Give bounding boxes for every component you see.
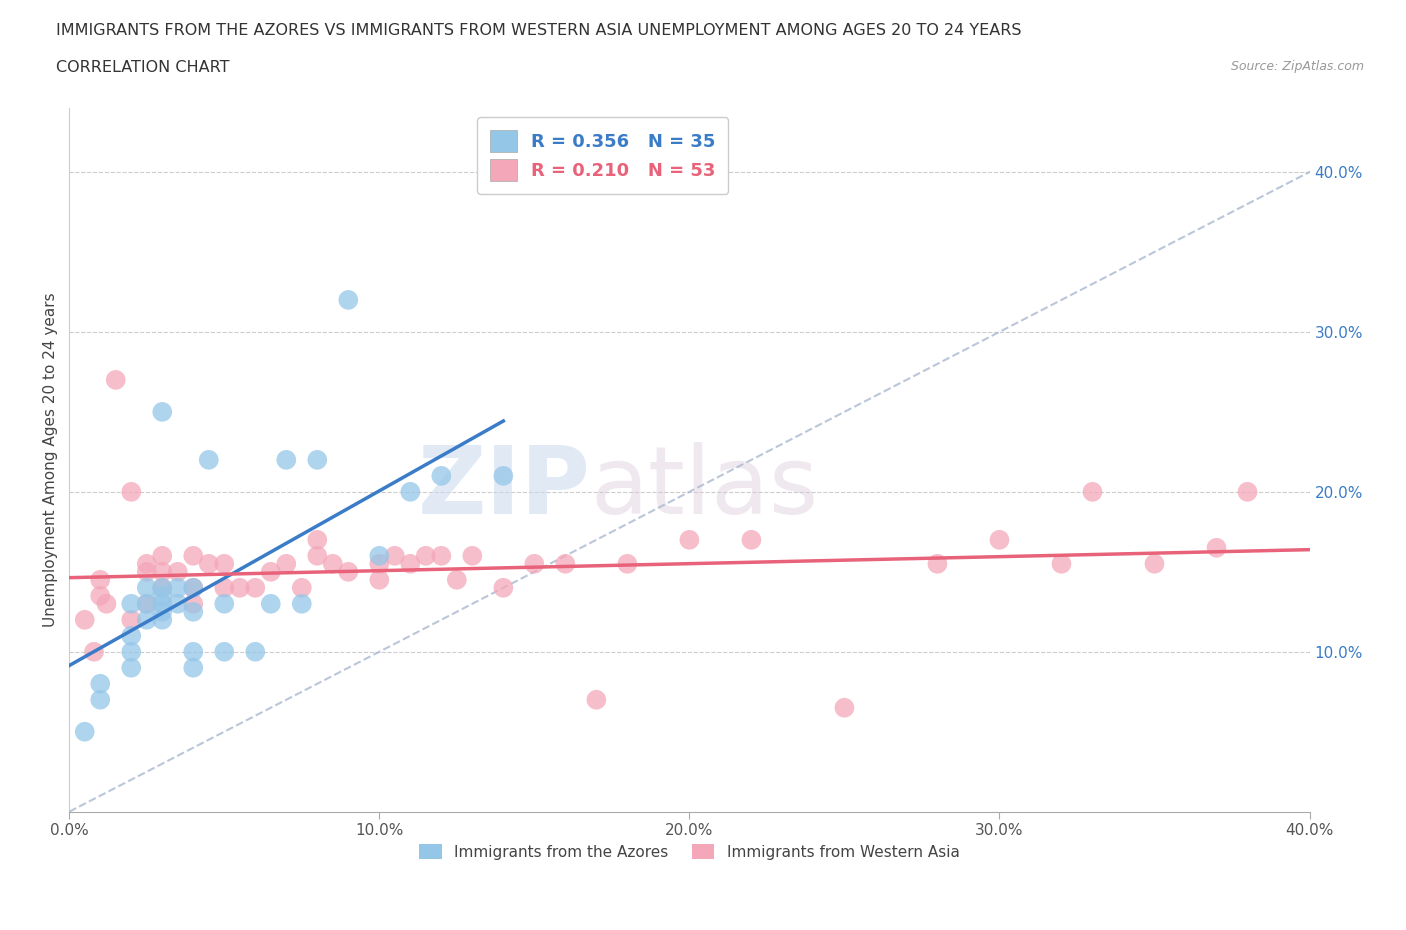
Point (150, 549, 173, 564)
Point (120, 596, 142, 611)
Point (83, 644, 105, 659)
Point (678, 532, 700, 547)
Point (73, 724, 96, 739)
Point (181, 549, 204, 564)
Point (276, 556, 298, 571)
Y-axis label: Unemployment Among Ages 20 to 24 years: Unemployment Among Ages 20 to 24 years (44, 293, 58, 627)
Point (197, 452, 219, 467)
Point (927, 556, 949, 571)
Point (89, 572, 111, 587)
Point (150, 604, 173, 619)
Point (229, 580, 252, 595)
Point (988, 532, 1011, 547)
Point (834, 700, 856, 715)
Point (291, 596, 314, 611)
Point (276, 452, 298, 467)
Point (523, 556, 546, 571)
Text: Source: ZipAtlas.com: Source: ZipAtlas.com (1230, 60, 1364, 73)
Point (337, 565, 360, 579)
Point (245, 644, 267, 659)
Point (120, 612, 142, 627)
Point (120, 629, 142, 644)
Point (214, 596, 236, 611)
Point (181, 580, 204, 595)
Point (166, 580, 188, 595)
Point (585, 692, 607, 707)
Point (135, 556, 157, 571)
Point (150, 589, 173, 604)
Point (1205, 540, 1227, 555)
Point (181, 644, 204, 659)
Point (430, 549, 453, 564)
Point (181, 660, 204, 675)
Point (260, 596, 283, 611)
Point (150, 612, 173, 627)
Point (135, 596, 157, 611)
Point (135, 596, 157, 611)
Point (368, 556, 391, 571)
Point (214, 644, 236, 659)
Point (150, 596, 173, 611)
Point (120, 644, 142, 659)
Point (120, 660, 142, 675)
Text: CORRELATION CHART: CORRELATION CHART (56, 60, 229, 75)
Point (73, 612, 96, 627)
Point (368, 549, 391, 564)
Point (135, 580, 157, 595)
Point (1081, 485, 1104, 499)
Point (214, 580, 236, 595)
Point (89, 692, 111, 707)
Point (368, 572, 391, 587)
Point (245, 580, 267, 595)
Point (96, 596, 118, 611)
Point (104, 372, 127, 387)
Point (291, 580, 314, 595)
Point (322, 556, 344, 571)
Point (399, 485, 422, 499)
Point (260, 565, 283, 579)
Point (214, 556, 236, 571)
Point (150, 565, 173, 579)
Point (740, 532, 762, 547)
Point (197, 556, 219, 571)
Point (554, 556, 576, 571)
Point (446, 572, 468, 587)
Point (89, 589, 111, 604)
Text: IMMIGRANTS FROM THE AZORES VS IMMIGRANTS FROM WESTERN ASIA UNEMPLOYMENT AMONG AG: IMMIGRANTS FROM THE AZORES VS IMMIGRANTS… (56, 23, 1022, 38)
Point (89, 676, 111, 691)
Point (135, 565, 157, 579)
Point (492, 580, 515, 595)
Point (166, 565, 188, 579)
Point (337, 292, 360, 307)
Text: ZIP: ZIP (418, 442, 591, 534)
Point (1050, 556, 1073, 571)
Point (384, 549, 406, 564)
Point (307, 452, 329, 467)
Point (616, 556, 638, 571)
Point (150, 580, 173, 595)
Point (150, 405, 173, 419)
Point (307, 532, 329, 547)
Point (307, 549, 329, 564)
Point (120, 485, 142, 499)
Point (430, 469, 453, 484)
Point (181, 596, 204, 611)
Point (150, 580, 173, 595)
Point (492, 469, 515, 484)
Point (415, 549, 437, 564)
Point (135, 612, 157, 627)
Point (1143, 556, 1166, 571)
Legend: Immigrants from the Azores, Immigrants from Western Asia: Immigrants from the Azores, Immigrants f… (412, 836, 967, 868)
Point (1236, 485, 1258, 499)
Text: atlas: atlas (591, 442, 818, 534)
Point (461, 549, 484, 564)
Point (181, 580, 204, 595)
Point (399, 556, 422, 571)
Point (166, 596, 188, 611)
Point (181, 604, 204, 619)
